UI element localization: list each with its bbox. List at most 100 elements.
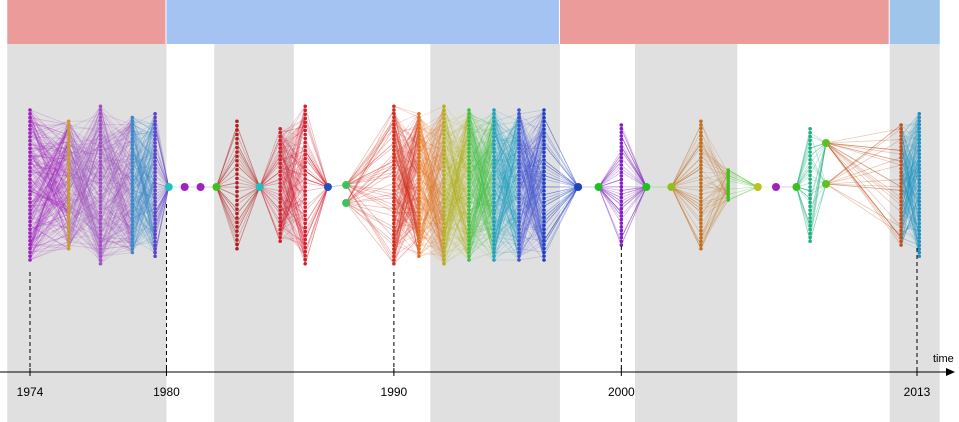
edge	[216, 186, 238, 214]
edge	[100, 161, 133, 239]
edge	[393, 113, 420, 147]
edge	[443, 209, 470, 236]
edge	[29, 131, 70, 195]
node	[808, 216, 812, 220]
edge	[29, 244, 69, 250]
edge	[393, 204, 420, 250]
edge	[279, 106, 306, 149]
node	[917, 115, 922, 120]
edge	[100, 215, 133, 253]
edge	[68, 151, 101, 155]
node	[98, 137, 103, 142]
edge	[68, 172, 101, 184]
edge	[393, 124, 420, 198]
edge	[131, 135, 156, 239]
edge	[443, 202, 470, 211]
node	[98, 250, 103, 255]
edge	[100, 117, 133, 166]
node	[492, 112, 496, 116]
edge	[131, 124, 156, 212]
edge	[468, 186, 495, 215]
edge	[493, 117, 520, 165]
edge	[418, 206, 445, 239]
edge	[216, 186, 238, 227]
edge	[68, 168, 101, 212]
edge	[131, 113, 156, 167]
edge	[443, 117, 470, 130]
edge	[443, 166, 470, 222]
edge	[280, 202, 306, 211]
edge	[468, 171, 495, 176]
edge	[100, 153, 133, 181]
edge	[279, 138, 306, 230]
edge	[418, 241, 445, 265]
edge	[68, 164, 101, 236]
edge	[236, 186, 261, 223]
node	[917, 217, 922, 222]
edge	[68, 144, 101, 158]
edge	[443, 144, 470, 220]
edge	[29, 141, 69, 149]
node	[619, 174, 624, 178]
edge	[279, 151, 306, 204]
edge	[393, 113, 420, 158]
edge	[131, 124, 156, 184]
edge	[493, 178, 520, 211]
node	[517, 162, 521, 166]
edge	[100, 139, 133, 225]
edge	[443, 218, 469, 222]
edge	[279, 175, 306, 248]
edge	[468, 251, 495, 261]
edge	[468, 225, 495, 253]
node	[517, 108, 521, 112]
node	[808, 165, 812, 170]
node	[492, 123, 496, 128]
edge	[393, 113, 420, 257]
edge	[100, 210, 133, 250]
edge	[100, 201, 133, 246]
edge	[418, 197, 445, 236]
edge	[468, 140, 495, 176]
edge	[131, 138, 156, 246]
node	[392, 185, 396, 189]
edge	[29, 152, 69, 205]
edge	[132, 131, 156, 167]
edge	[468, 156, 495, 218]
edge	[100, 245, 133, 257]
edge	[468, 175, 495, 211]
edge	[393, 204, 420, 264]
edge	[468, 171, 495, 215]
node	[392, 177, 396, 182]
edge	[443, 106, 470, 245]
edge	[393, 219, 420, 250]
node	[517, 138, 521, 143]
edge	[100, 224, 133, 265]
edge	[279, 140, 306, 176]
edge	[468, 132, 495, 180]
node	[235, 198, 239, 203]
edge	[131, 131, 156, 239]
edge	[132, 120, 156, 153]
edge	[100, 135, 133, 243]
edge	[131, 201, 156, 246]
edge	[68, 179, 101, 225]
node	[492, 231, 496, 235]
edge	[100, 146, 133, 160]
edge	[29, 144, 70, 212]
edge	[29, 217, 69, 229]
node	[417, 217, 421, 222]
edge	[279, 194, 306, 236]
edge	[68, 203, 101, 232]
edge	[154, 186, 170, 217]
edge	[468, 240, 495, 261]
edge	[100, 124, 133, 163]
edge	[493, 159, 520, 207]
node	[303, 104, 307, 109]
node	[517, 196, 521, 201]
edge	[100, 130, 133, 144]
edge	[468, 121, 495, 130]
edge	[100, 124, 133, 147]
edge	[68, 217, 101, 254]
edge	[279, 110, 306, 191]
edge	[304, 186, 329, 252]
